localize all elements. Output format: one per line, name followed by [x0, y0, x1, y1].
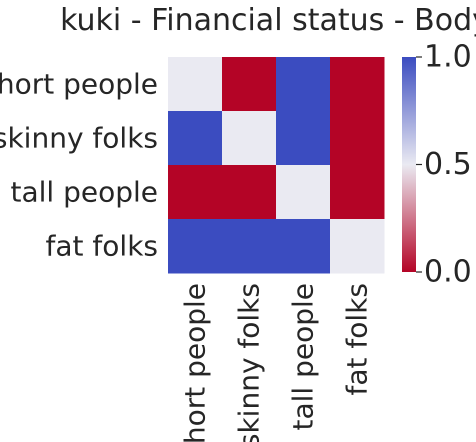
heatmap-cell [222, 165, 277, 220]
heatmap-cell [276, 219, 331, 274]
heatmap-cell [222, 57, 277, 112]
row-tick-label: short people [0, 68, 158, 101]
heatmap-cell [330, 57, 385, 112]
colorbar [402, 57, 416, 272]
heatmap-cell [168, 219, 223, 274]
column-tick-label: fat folks [341, 283, 374, 395]
colorbar-tick-label: 1.0 [424, 40, 472, 75]
colorbar-tick-label: 0.0 [424, 255, 472, 290]
column-tick-label: skinny folks [233, 283, 266, 442]
column-tick-label: tall people [287, 283, 320, 431]
heatmap-cells [168, 57, 385, 274]
heatmap-cell [330, 219, 385, 274]
column-tick-labels: short people skinny folks tall people fat f… [179, 283, 374, 442]
heatmap-cell [330, 111, 385, 166]
row-tick-label: skinny folks [0, 122, 158, 155]
row-tick-label: fat folks [46, 230, 158, 263]
heatmap-cell [276, 165, 331, 220]
heatmap-cell [168, 111, 223, 166]
heatmap-cell [168, 165, 223, 220]
colorbar-tick-label: 0.5 [424, 147, 472, 182]
heatmap-cell [276, 111, 331, 166]
chart-title: kuki - Financial status - Body [60, 3, 476, 38]
column-tick-label: short people [179, 283, 212, 442]
heatmap-cell [276, 57, 331, 112]
heatmap-cell [330, 165, 385, 220]
heatmap-cell [222, 219, 277, 274]
heatmap-cell [168, 57, 223, 112]
row-tick-labels: short people skinny folks tall people fat f… [0, 68, 158, 263]
colorbar-ticks: 0.0 0.5 1.0 [416, 40, 472, 290]
heatmap-cell [222, 111, 277, 166]
row-tick-label: tall people [10, 176, 158, 209]
